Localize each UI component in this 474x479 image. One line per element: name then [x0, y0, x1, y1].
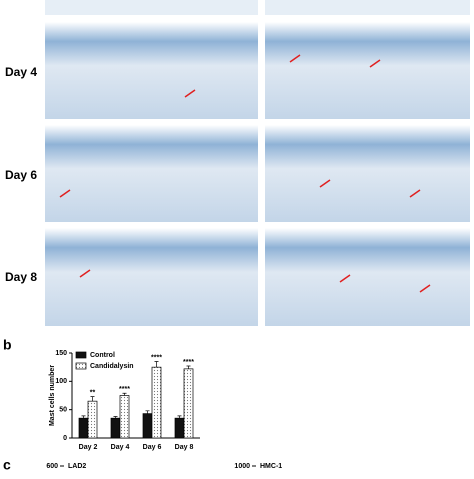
- row-label: Day 6: [5, 168, 37, 182]
- x-tick-label: Day 4: [111, 444, 130, 451]
- error-bar: [145, 410, 150, 414]
- bar: [110, 417, 121, 439]
- bar-chart: Mast cells number 0 50 100 150 Day 2 ** Day 4 **…: [49, 350, 200, 451]
- error-bar: [90, 396, 95, 402]
- bar: [183, 368, 194, 439]
- bar: [87, 400, 98, 439]
- histology-panels: [45, 0, 470, 326]
- x-tick-label: Day 2: [79, 444, 98, 451]
- tick-label: 600: [46, 463, 58, 470]
- x-tick-label: Day 6: [143, 444, 162, 451]
- image: [45, 228, 258, 326]
- bar: [119, 395, 130, 439]
- error-bar: [113, 416, 118, 419]
- legend-swatch: [75, 351, 87, 359]
- image: [265, 125, 470, 222]
- legend-label: Control: [90, 352, 115, 359]
- arrows: [59, 54, 431, 293]
- legend-label: Candidalysin: [90, 363, 134, 370]
- significance: ****: [119, 386, 130, 393]
- significance: **: [90, 389, 96, 396]
- tick-label: 1000: [234, 463, 250, 470]
- error-bar: [186, 365, 191, 369]
- bar: [151, 366, 162, 439]
- error-bar: [81, 415, 86, 419]
- image: [265, 22, 470, 119]
- x-tick-label: Day 8: [175, 444, 194, 451]
- row-label: Day 4: [5, 65, 37, 79]
- error-bar: [154, 361, 159, 368]
- error-bar: [122, 392, 127, 396]
- row-label: Day 8: [5, 270, 37, 284]
- bar: [78, 417, 89, 439]
- bar: [174, 417, 185, 439]
- panel-title: HMC-1: [260, 463, 282, 470]
- y-tick-label: 50: [59, 407, 67, 414]
- panel-label: b: [3, 337, 12, 353]
- y-tick-label: 0: [63, 435, 67, 442]
- image: [45, 125, 258, 222]
- image: [45, 22, 258, 119]
- y-tick-label: 150: [55, 350, 67, 357]
- error-bar: [177, 415, 182, 419]
- bar: [142, 413, 153, 439]
- y-axis-label: Mast cells number: [49, 365, 56, 426]
- panel-label: c: [3, 457, 11, 473]
- image: [265, 0, 470, 15]
- image: [265, 228, 470, 326]
- significance: ****: [183, 359, 194, 366]
- y-tick-label: 100: [55, 378, 67, 385]
- image: [45, 0, 258, 15]
- panel-title: LAD2: [68, 463, 86, 470]
- significance: ****: [151, 354, 162, 361]
- legend-swatch: [75, 362, 87, 370]
